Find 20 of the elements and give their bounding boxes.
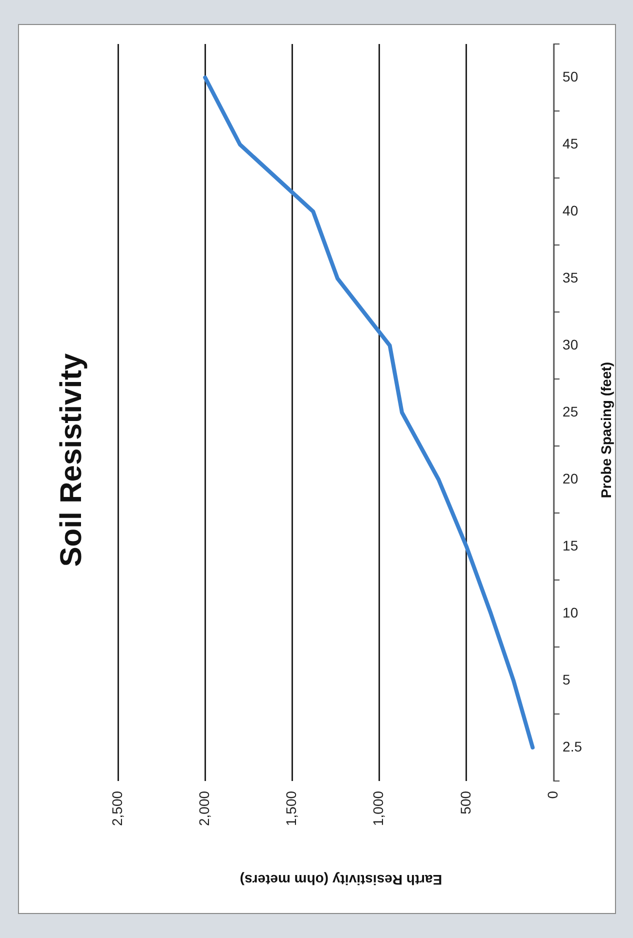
y-tick-label: 5 [562, 671, 571, 688]
x-tick-label: 2,000 [196, 790, 212, 826]
y-tick-label: 30 [562, 336, 578, 352]
x-tick-label: 2,500 [108, 790, 125, 826]
y-tick-label: 10 [562, 604, 578, 620]
y-tick-label: 2.5 [562, 738, 582, 754]
y-tick-label: 50 [562, 68, 578, 84]
text: Soil Resistivity [55, 353, 89, 567]
x-tick-label: 1,500 [283, 790, 300, 826]
x-tick-label: 500 [457, 790, 474, 814]
y-tick-label: 15 [562, 537, 578, 554]
y-tick-label: 25 [562, 403, 578, 420]
y-tick-label: 20 [562, 470, 578, 486]
y-tick-label: 45 [562, 135, 578, 152]
y-tick-label: 35 [562, 269, 578, 286]
y-tick-label: 40 [562, 202, 578, 218]
x-tick-label: 0 [544, 790, 560, 799]
x-axis-title: Earth Resistivity (ohm meters) [240, 872, 442, 888]
x-tick-label: 1,000 [370, 790, 386, 826]
y-axis-title: Probe Spacing (feet) [598, 362, 614, 498]
